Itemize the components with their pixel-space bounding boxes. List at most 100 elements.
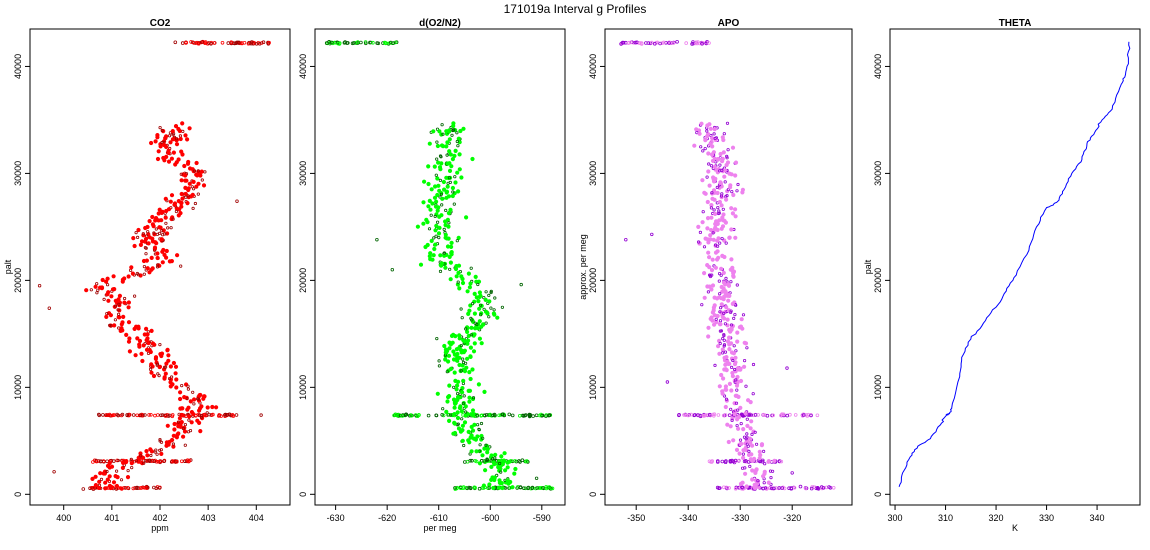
data-point bbox=[166, 207, 172, 212]
data-point bbox=[766, 480, 771, 485]
data-point bbox=[102, 297, 106, 301]
data-point bbox=[149, 140, 154, 146]
data-point bbox=[163, 371, 168, 376]
data-point bbox=[523, 413, 528, 417]
data-point bbox=[469, 433, 474, 438]
data-point bbox=[184, 41, 188, 45]
data-point bbox=[172, 421, 177, 427]
data-point bbox=[722, 254, 727, 260]
data-point bbox=[700, 303, 704, 307]
data-point bbox=[442, 343, 447, 349]
data-point bbox=[482, 468, 488, 473]
data-point bbox=[717, 384, 722, 389]
data-point bbox=[479, 341, 484, 346]
data-point bbox=[700, 220, 705, 225]
data-point bbox=[456, 263, 462, 268]
data-point bbox=[727, 235, 732, 240]
data-point bbox=[489, 306, 493, 310]
data-point bbox=[143, 458, 148, 463]
data-point bbox=[426, 164, 431, 169]
data-point bbox=[714, 296, 720, 301]
data-point bbox=[171, 442, 175, 446]
data-point bbox=[37, 284, 42, 288]
data-point bbox=[171, 217, 175, 221]
data-point bbox=[391, 41, 396, 45]
data-point bbox=[91, 486, 96, 490]
data-point bbox=[697, 131, 702, 136]
data-point bbox=[158, 439, 162, 443]
data-point bbox=[143, 236, 149, 242]
data-point bbox=[766, 459, 771, 464]
data-point bbox=[193, 169, 197, 173]
data-point bbox=[350, 41, 355, 46]
data-point bbox=[549, 486, 554, 491]
data-point bbox=[166, 358, 171, 363]
data-point bbox=[187, 418, 191, 422]
data-point bbox=[426, 181, 431, 187]
data-point bbox=[781, 412, 786, 417]
data-point bbox=[153, 413, 157, 418]
data-point bbox=[525, 460, 530, 464]
data-point bbox=[126, 485, 130, 490]
data-point bbox=[180, 196, 185, 201]
data-point bbox=[699, 145, 703, 149]
data-point bbox=[447, 149, 452, 154]
data-point bbox=[164, 208, 169, 214]
data-point bbox=[472, 341, 477, 346]
data-point bbox=[705, 199, 710, 205]
data-point bbox=[721, 336, 725, 341]
data-point bbox=[750, 432, 754, 436]
data-point bbox=[537, 413, 542, 418]
data-point bbox=[733, 355, 738, 360]
data-point bbox=[470, 301, 475, 306]
data-point bbox=[442, 253, 447, 258]
data-point bbox=[116, 458, 120, 463]
data-point bbox=[157, 225, 162, 230]
data-point bbox=[756, 479, 760, 483]
data-point bbox=[459, 343, 463, 348]
data-point bbox=[126, 339, 132, 344]
data-point bbox=[168, 140, 173, 145]
data-point bbox=[169, 226, 173, 230]
data-point bbox=[440, 412, 445, 417]
data-point bbox=[459, 409, 464, 414]
data-point bbox=[717, 271, 722, 276]
data-point bbox=[473, 485, 477, 490]
data-point bbox=[434, 223, 439, 228]
data-point bbox=[135, 486, 139, 491]
data-point bbox=[144, 326, 149, 331]
data-point bbox=[153, 139, 158, 144]
data-point bbox=[762, 481, 766, 485]
data-point bbox=[474, 295, 479, 300]
data-point bbox=[97, 412, 101, 417]
data-point bbox=[723, 460, 728, 465]
data-point bbox=[450, 185, 455, 191]
data-point bbox=[98, 459, 103, 464]
data-point bbox=[717, 321, 723, 327]
data-point bbox=[52, 470, 56, 474]
data-point bbox=[133, 353, 138, 358]
panel-title: CO2 bbox=[150, 18, 171, 29]
data-point bbox=[152, 245, 158, 250]
data-point bbox=[527, 413, 532, 418]
data-point bbox=[487, 299, 492, 304]
data-point bbox=[174, 209, 178, 214]
data-point bbox=[801, 413, 806, 417]
data-point bbox=[718, 163, 722, 167]
data-point bbox=[196, 397, 200, 401]
data-point bbox=[770, 486, 774, 490]
data-point bbox=[718, 306, 723, 310]
data-point bbox=[200, 413, 204, 418]
data-point bbox=[725, 156, 729, 160]
data-point bbox=[445, 359, 451, 364]
data-point bbox=[710, 460, 714, 464]
data-point bbox=[122, 300, 127, 305]
data-point bbox=[715, 485, 720, 490]
data-point bbox=[652, 41, 657, 46]
data-point bbox=[454, 383, 460, 388]
data-point bbox=[433, 204, 439, 209]
x-tick-label: 404 bbox=[249, 513, 264, 523]
data-point bbox=[138, 242, 143, 247]
data-point bbox=[432, 164, 437, 169]
data-point bbox=[141, 258, 147, 264]
